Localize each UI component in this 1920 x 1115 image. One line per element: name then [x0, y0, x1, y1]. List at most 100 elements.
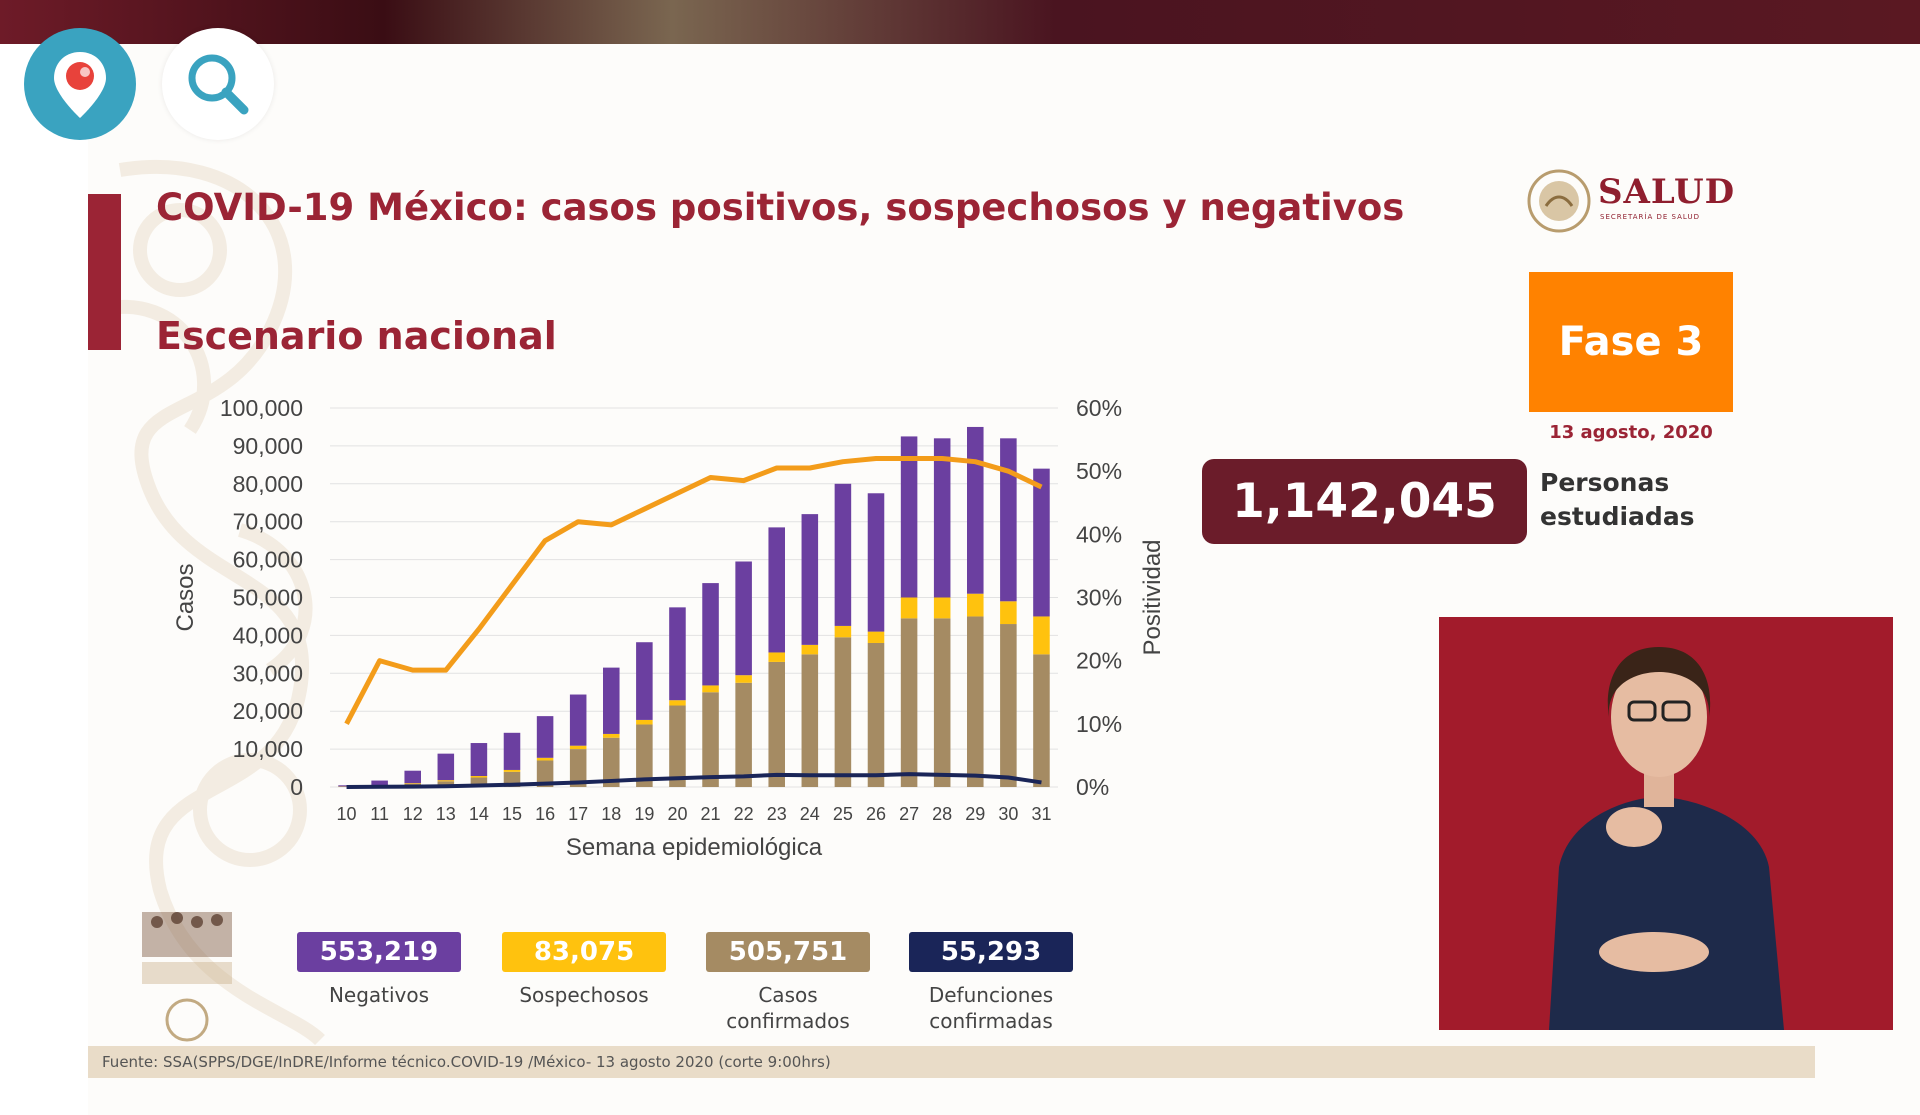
bar-sospechosos	[834, 625, 852, 638]
bar-confirmados	[1000, 624, 1017, 787]
bar-negativos	[669, 607, 686, 701]
bar-sospechosos	[735, 675, 752, 683]
bar-negativos	[404, 770, 421, 784]
x-tick-label: 12	[403, 804, 423, 824]
bar-negativos	[735, 561, 752, 676]
phase-badge: Fase 3	[1529, 272, 1733, 412]
bar-sospechosos	[636, 719, 653, 725]
bar-confirmados	[1033, 654, 1050, 787]
bar-negativos	[1000, 438, 1017, 602]
bar-sospechosos	[669, 700, 686, 706]
y2-tick-label: 30%	[1076, 585, 1122, 611]
bar-negativos	[834, 483, 852, 626]
interpreter-video-frame	[1439, 617, 1893, 1030]
bar-sospechosos	[404, 783, 421, 784]
x-tick-label: 11	[370, 804, 389, 824]
legend-label: Sospechosos	[484, 982, 684, 1008]
line-defunciones	[346, 772, 1042, 789]
bar-negativos	[569, 694, 587, 746]
x-tick-label: 30	[998, 804, 1018, 824]
y2-tick-label: 20%	[1076, 648, 1122, 674]
page-subtitle: Escenario nacional	[156, 314, 557, 358]
bar-confirmados	[801, 654, 819, 787]
legend-label: Negativos	[279, 982, 479, 1008]
periscope-pin-icon	[54, 52, 106, 118]
bar-confirmados	[437, 781, 455, 787]
legend-label-line1: Negativos	[328, 983, 430, 1007]
x-tick-label: 25	[833, 804, 853, 824]
bar-sospechosos	[900, 597, 918, 619]
bar-sospechosos	[967, 593, 984, 617]
y2-tick-label: 40%	[1076, 521, 1122, 547]
y2-tick-label: 0%	[1076, 774, 1109, 800]
search-button[interactable]	[162, 28, 274, 140]
x-tick-label: 27	[899, 804, 919, 824]
salud-logo-text: SALUD	[1598, 172, 1736, 212]
bar-confirmados	[900, 618, 918, 787]
title-accent-bar	[88, 194, 121, 350]
legend-label-line1: Defunciones	[928, 983, 1054, 1007]
y-tick-label: 0	[290, 774, 303, 800]
bar-negativos	[768, 527, 785, 653]
y-tick-label: 100,000	[220, 395, 303, 421]
bar-negativos	[470, 743, 488, 777]
bar-confirmados	[569, 749, 587, 787]
y-tick-label: 40,000	[233, 622, 303, 648]
legend-label-line2: confirmadas	[929, 1009, 1053, 1033]
bar-negativos	[437, 753, 455, 781]
bar-confirmados	[834, 637, 852, 787]
y-tick-label: 30,000	[233, 660, 303, 686]
bar-negativos	[702, 583, 719, 686]
x-tick-label: 20	[667, 804, 687, 824]
salud-seal-icon	[1527, 169, 1591, 233]
watermark-pattern	[98, 159, 325, 1046]
bar-sospechosos	[603, 733, 620, 738]
y2-axis-title: Positividad	[1139, 539, 1166, 655]
bar-negativos	[933, 438, 951, 598]
x-tick-label: 10	[337, 804, 357, 824]
bar-negativos	[503, 732, 521, 770]
video-top-bar	[0, 0, 1920, 44]
bar-confirmados	[867, 642, 885, 787]
y-tick-label: 10,000	[233, 736, 303, 762]
bar-confirmados	[669, 705, 686, 787]
x-tick-label: 29	[965, 804, 985, 824]
bar-negativos	[801, 514, 819, 645]
x-tick-label: 15	[502, 804, 522, 824]
bar-sospechosos	[702, 685, 719, 693]
y-tick-label: 20,000	[233, 698, 303, 724]
legend-value-box: 505,751	[706, 932, 870, 972]
y-tick-label: 50,000	[233, 585, 303, 611]
bar-confirmados	[603, 737, 620, 787]
y-tick-label: 60,000	[233, 547, 303, 573]
bar-negativos	[867, 493, 885, 632]
bar-sospechosos	[1033, 616, 1050, 655]
bar-confirmados	[967, 616, 984, 787]
page-title: COVID-19 México: casos positivos, sospec…	[156, 186, 1405, 229]
bar-negativos	[603, 667, 620, 734]
y-axis-title: Casos	[172, 563, 199, 631]
legend-value-box: 83,075	[502, 932, 666, 972]
y-tick-label: 70,000	[233, 509, 303, 535]
cases-chart: 0 10,000 20,000 30,000 40,000 50,000 60,000 70,…	[172, 395, 1166, 861]
bar-negativos	[636, 642, 653, 720]
sign-language-video	[1439, 617, 1893, 1030]
bar-negativos	[900, 436, 918, 598]
legend-label-line1: Sospechosos	[519, 983, 649, 1007]
y-tick-label: 90,000	[233, 433, 303, 459]
x-tick-label: 26	[866, 804, 886, 824]
y2-tick-label: 60%	[1076, 395, 1122, 421]
legend-label-line2: confirmados	[726, 1009, 850, 1033]
x-tick-label: 31	[1031, 804, 1051, 824]
bar-negativos	[967, 426, 984, 594]
x-tick-label: 23	[767, 804, 787, 824]
bar-sospechosos	[569, 745, 587, 750]
legend-value-box: 553,219	[297, 932, 461, 972]
source-footer: Fuente: SSA(SPPS/DGE/InDRE/Informe técni…	[88, 1046, 1815, 1078]
line-positividad	[344, 456, 1043, 725]
legend-value-box: 55,293	[909, 932, 1073, 972]
studied-label-line2: estudiadas	[1540, 502, 1695, 531]
periscope-button[interactable]	[24, 28, 136, 140]
y-tick-label: 80,000	[233, 471, 303, 497]
x-tick-label: 19	[634, 804, 654, 824]
